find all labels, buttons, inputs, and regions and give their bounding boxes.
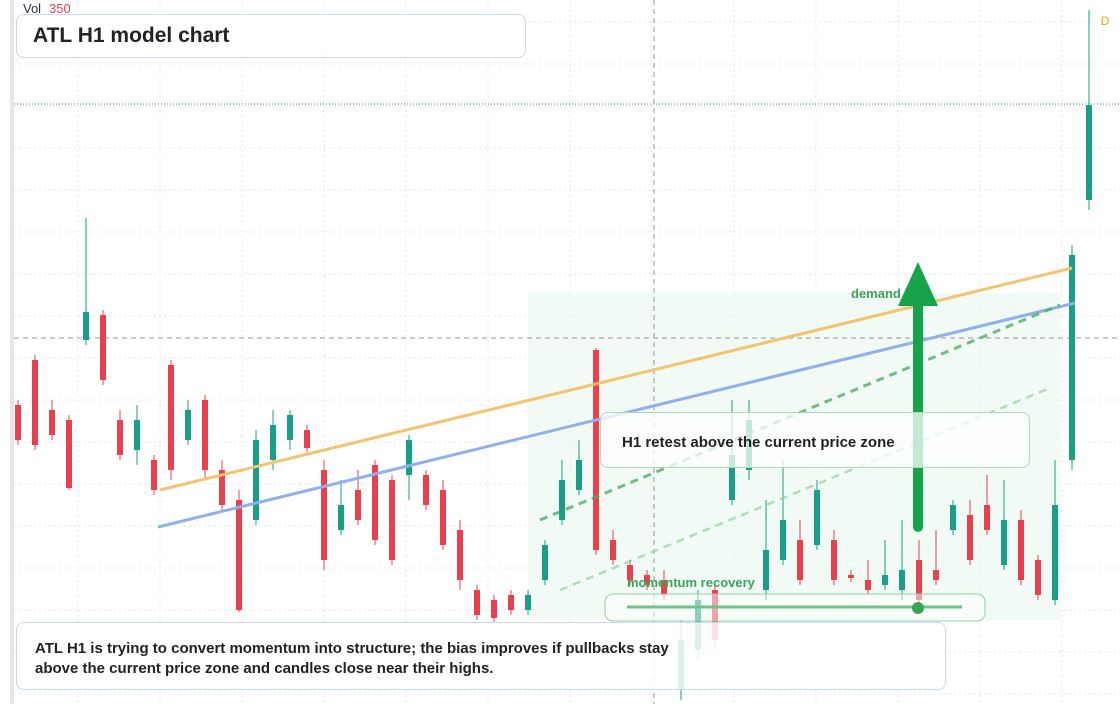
note: ATL H1 is trying to convert momentum int… <box>16 622 946 690</box>
candle-body <box>253 440 259 520</box>
badge: D <box>1101 14 1110 28</box>
candle-body <box>729 455 735 500</box>
candle-body <box>406 440 412 475</box>
candle-body <box>389 480 395 560</box>
candle-body <box>899 570 905 590</box>
candle-body <box>780 520 786 560</box>
candle-body <box>763 550 769 590</box>
candle-body <box>134 420 140 450</box>
volume-label: Vol <box>23 1 41 16</box>
candle-body <box>219 470 225 505</box>
candle-body <box>1086 105 1092 200</box>
candle-body <box>440 490 446 545</box>
candle-body <box>797 540 803 580</box>
candles <box>15 10 1092 700</box>
candle-body <box>950 505 956 530</box>
candle-body <box>831 540 837 580</box>
candle-body <box>610 540 616 560</box>
candle-body <box>882 575 888 585</box>
candle-body <box>66 420 72 488</box>
candle-body <box>185 410 191 440</box>
candle-body <box>117 420 123 455</box>
candle-body <box>321 470 327 560</box>
candle-body <box>15 405 21 440</box>
candle-body <box>168 365 174 470</box>
candle-body <box>593 350 599 550</box>
candle-body <box>100 315 106 380</box>
candle-body <box>304 430 310 448</box>
candle-body <box>644 575 650 585</box>
chart-title: ATL H1 model chart <box>16 14 526 58</box>
note-text: ATL H1 is trying to convert momentum int… <box>35 640 669 677</box>
candle-body <box>814 490 820 545</box>
candle-body <box>457 530 463 580</box>
candle-body <box>32 360 38 445</box>
candle-body <box>83 312 89 340</box>
candle-body <box>423 475 429 505</box>
candle-body <box>848 575 854 578</box>
candle-body <box>270 425 276 460</box>
candle-body <box>372 465 378 540</box>
candle-body <box>967 515 973 560</box>
candle-body <box>933 570 939 580</box>
candle-body <box>355 490 361 520</box>
candle-body <box>984 505 990 530</box>
candle-body <box>202 400 208 470</box>
candle-body <box>865 580 871 590</box>
candle-body <box>287 415 293 440</box>
candle-body <box>576 460 582 490</box>
candle-body <box>1052 505 1058 600</box>
candle-body <box>1069 255 1075 460</box>
candle-body <box>491 600 497 618</box>
candle-body <box>916 560 922 600</box>
candle-body <box>1035 560 1041 595</box>
retest-label: H1 retest above the current price zone <box>600 412 1030 468</box>
candle-body <box>1001 520 1007 565</box>
candle-body <box>151 460 157 490</box>
candle-body <box>525 595 531 610</box>
candle-body <box>1018 520 1024 580</box>
arrow-head <box>898 262 938 306</box>
momentum-dot <box>912 602 924 614</box>
candle-body <box>236 500 242 610</box>
candle-body <box>542 545 548 580</box>
candle-body <box>627 565 633 580</box>
candle-body <box>559 480 565 520</box>
badge-bg <box>1095 11 1115 29</box>
candle-body <box>338 505 344 530</box>
candle-body <box>661 580 667 595</box>
left-border <box>10 0 14 704</box>
momentum-label: momentum recovery <box>627 575 756 590</box>
candle-body <box>508 595 514 610</box>
candle-body <box>49 410 55 435</box>
volume-value: 350 <box>49 1 71 16</box>
candle-body <box>474 590 480 615</box>
